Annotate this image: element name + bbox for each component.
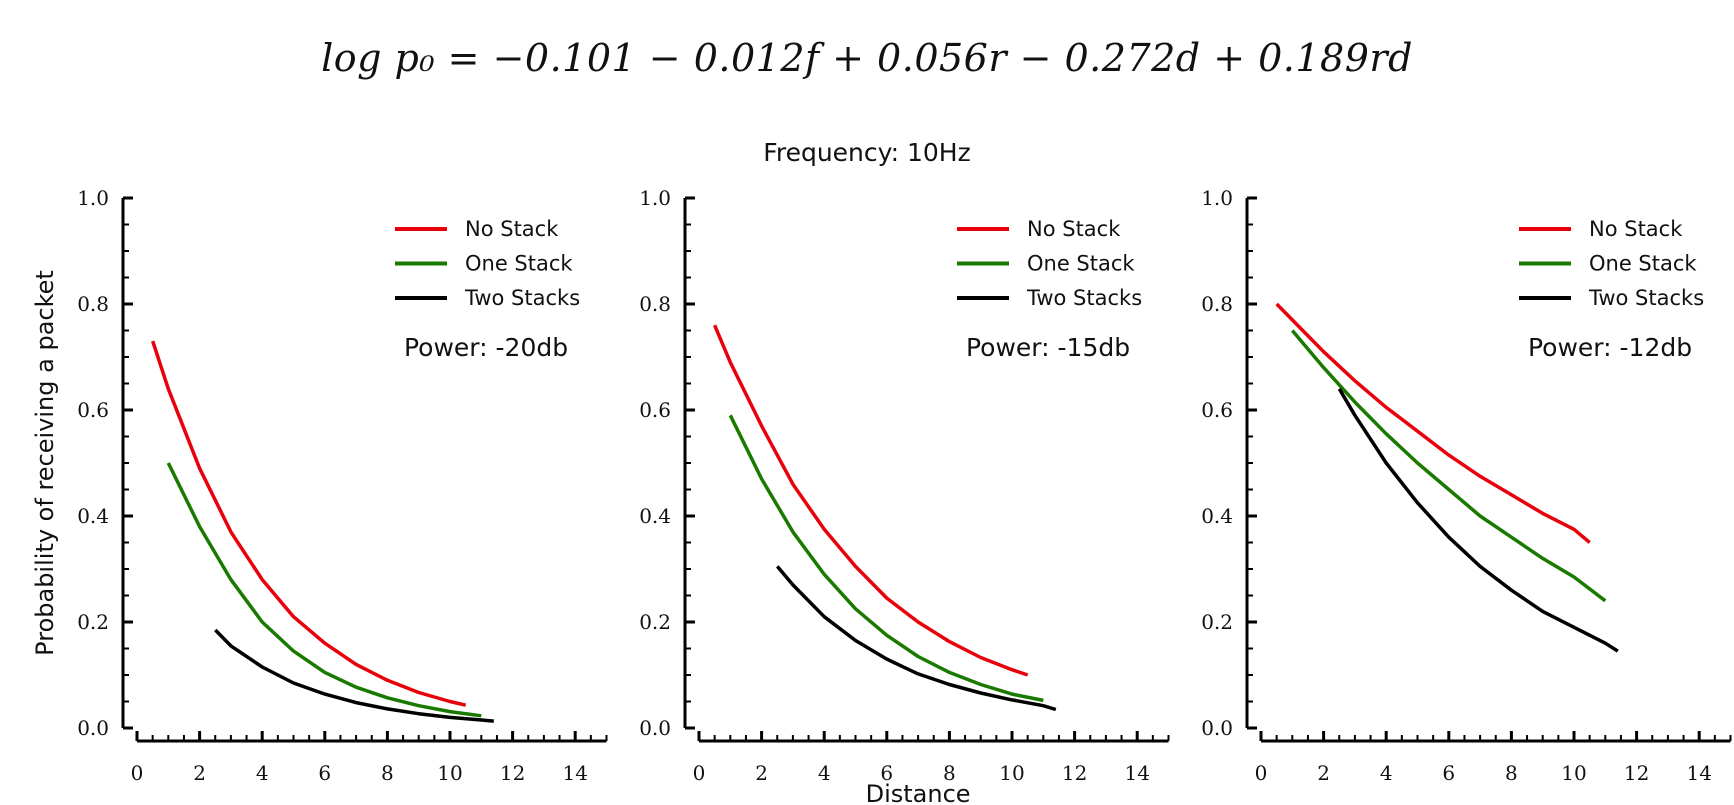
chart-panel-2: 0.0 0.2 0.4 0.6 0.8 1.0 0 2 4 6 8 10 12 14 No Stack One… [639, 186, 1170, 805]
y-tick-label: 0.4 [639, 504, 671, 528]
y-tick-label: 0.0 [639, 716, 671, 740]
legend-label: No Stack [465, 217, 559, 241]
y-tick-label: 0.8 [1201, 292, 1233, 316]
x-tick-label: 4 [1380, 761, 1393, 785]
legend-label: Two Stacks [464, 286, 580, 310]
y-tick-label: 0.6 [77, 398, 109, 422]
y-tick-label: 1.0 [1201, 186, 1233, 210]
series-line-two-stacks [775, 565, 1057, 712]
y-tick-label: 0.2 [639, 610, 671, 634]
y-tick-label: 0.4 [77, 504, 109, 528]
x-tick-label: 8 [943, 761, 956, 785]
legend-label: One Stack [1589, 252, 1697, 276]
chart-panel-1: 0.0 0.2 0.4 0.6 0.8 1.0 0 2 4 6 8 10 12 14 No Stack One… [31, 186, 608, 785]
chart-panel-3: 0.0 0.2 0.4 0.6 0.8 1.0 0 2 4 6 8 10 12 14 No Stack One… [1201, 186, 1732, 785]
figure-suptitle: Frequency: 10Hz [763, 138, 971, 167]
series-line-two-stacks [1337, 387, 1619, 653]
x-tick-label: 6 [1442, 761, 1455, 785]
x-tick-label: 0 [1255, 761, 1268, 785]
x-tick-label: 6 [318, 761, 331, 785]
power-annotation: Power: -15db [966, 333, 1130, 362]
x-tick-label: 2 [1317, 761, 1330, 785]
y-axis-label: Probability of receiving a packet [31, 270, 59, 656]
legend-label: No Stack [1027, 217, 1121, 241]
x-tick-label: 14 [562, 761, 587, 785]
x-tick-label: 14 [1686, 761, 1711, 785]
x-tick-label: 2 [193, 761, 206, 785]
x-tick-label: 0 [131, 761, 144, 785]
x-tick-label: 2 [755, 761, 768, 785]
y-tick-label: 1.0 [77, 186, 109, 210]
x-tick-label: 10 [1561, 761, 1586, 785]
y-tick-label: 0.0 [77, 716, 109, 740]
x-tick-label: 0 [693, 761, 706, 785]
series-line-no-stack [151, 340, 467, 707]
y-tick-label: 1.0 [639, 186, 671, 210]
x-tick-label: 4 [256, 761, 269, 785]
legend-label: Two Stacks [1026, 286, 1142, 310]
legend-label: One Stack [1027, 252, 1135, 276]
power-annotation: Power: -20db [404, 333, 568, 362]
x-axis-label: Distance [866, 780, 971, 805]
series-line-no-stack [712, 324, 1029, 677]
x-tick-label: 8 [1505, 761, 1518, 785]
x-tick-label: 12 [1624, 761, 1649, 785]
series-line-two-stacks [214, 628, 494, 723]
x-tick-label: 10 [437, 761, 462, 785]
series-line-one-stack [1290, 329, 1607, 603]
x-tick-label: 8 [381, 761, 394, 785]
x-tick-label: 12 [1062, 761, 1087, 785]
y-tick-label: 0.6 [1201, 398, 1233, 422]
series-line-no-stack [1275, 302, 1591, 544]
y-tick-label: 0.4 [1201, 504, 1233, 528]
y-tick-label: 0.2 [1201, 610, 1233, 634]
y-tick-label: 0.8 [77, 292, 109, 316]
equation-title: log p₀ = −0.101 − 0.012f + 0.056r − 0.27… [321, 36, 1413, 80]
series-line-one-stack [728, 414, 1044, 703]
y-tick-label: 0.8 [639, 292, 671, 316]
legend-label: One Stack [465, 252, 573, 276]
x-tick-label: 4 [818, 761, 831, 785]
series-line-one-stack [166, 462, 482, 718]
y-tick-label: 0.0 [1201, 716, 1233, 740]
x-tick-label: 12 [500, 761, 525, 785]
y-tick-label: 0.2 [77, 610, 109, 634]
x-tick-label: 14 [1124, 761, 1149, 785]
y-tick-label: 0.6 [639, 398, 671, 422]
power-annotation: Power: -12db [1528, 333, 1692, 362]
legend-label: Two Stacks [1588, 286, 1704, 310]
legend-label: No Stack [1589, 217, 1683, 241]
x-tick-label: 10 [999, 761, 1024, 785]
x-tick-label: 6 [880, 761, 893, 785]
